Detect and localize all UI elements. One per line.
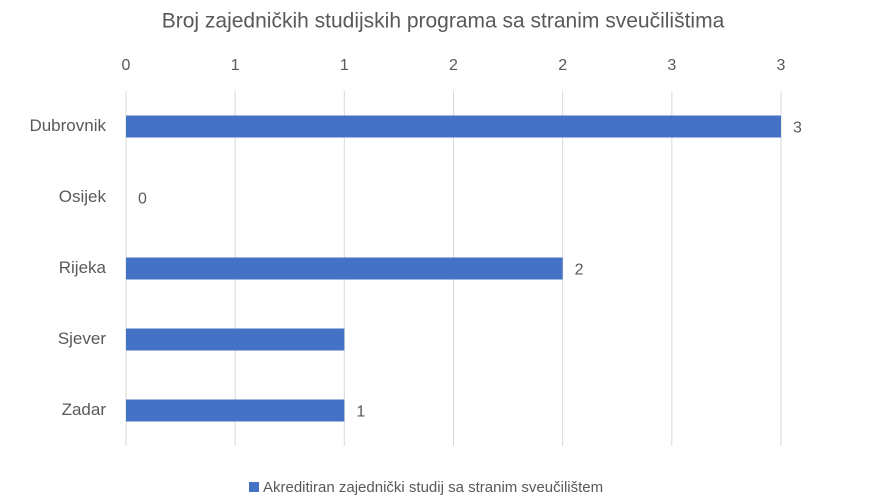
y-tick-label: Rijeka [59,258,107,277]
data-label: 0 [138,191,147,208]
legend-swatch [249,482,259,492]
x-tick-label: 1 [340,57,349,74]
legend-label: Akreditiran zajednički studij sa stranim… [263,479,603,496]
x-tick-label: 1 [231,57,240,74]
chart-title: Broj zajedničkih studijskih programa sa … [162,10,725,33]
x-tick-label: 3 [667,57,676,74]
bar [126,399,345,422]
bar [126,328,345,351]
y-tick-label: Sjever [58,329,107,348]
y-tick-label: Zadar [62,400,107,419]
x-tick-label: 3 [777,57,786,74]
data-label: 2 [575,262,584,279]
x-tick-label: 2 [558,57,567,74]
bar [126,115,781,138]
data-label: 1 [356,404,365,421]
x-tick-label: 2 [449,57,458,74]
x-tick-label: 0 [122,57,131,74]
bar [126,257,563,280]
data-label: 3 [793,120,802,137]
y-tick-label: Dubrovnik [29,116,106,135]
y-tick-label: Osijek [59,187,107,206]
